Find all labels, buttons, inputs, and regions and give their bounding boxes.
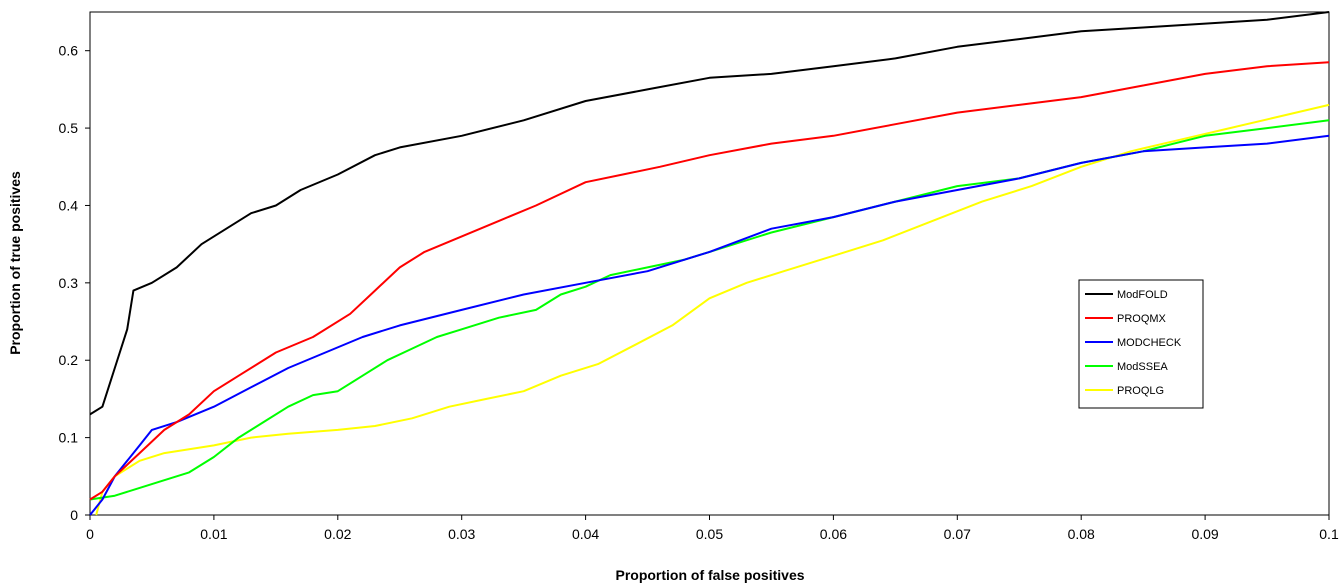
series-layer [89, 11, 1330, 516]
x-tick-label: 0.1 [1319, 526, 1339, 542]
y-tick-label: 0.3 [59, 275, 79, 291]
series-line-modfold [89, 11, 1330, 416]
legend-label-proqmx: PROQMX [1117, 313, 1167, 325]
y-tick-label: 0.2 [59, 352, 79, 368]
series-line-modcheck [89, 134, 1330, 516]
x-tick-label: 0.06 [820, 526, 847, 542]
legend-label-modssea: ModSSEA [1117, 361, 1168, 373]
legend-label-proqlg: PROQLG [1117, 385, 1164, 397]
x-tick-label: 0 [86, 526, 94, 542]
series-line-modssea [89, 119, 1330, 501]
series-line-proqlg [95, 103, 1330, 516]
x-axis-ticks: 0 0.01 0.02 0.03 0.04 0.05 0.06 0.07 0.08 0.09 0.1 [86, 515, 1339, 542]
legend: ModFOLD PROQMX MODCHECK ModSSEA PROQLG [1078, 279, 1204, 409]
x-tick-label: 0.01 [200, 526, 227, 542]
series-line-proqmx [89, 61, 1330, 501]
x-tick-label: 0.03 [448, 526, 475, 542]
y-axis-title: Proportion of true positives [7, 171, 23, 355]
y-tick-label: 0.1 [59, 430, 79, 446]
x-tick-label: 0.08 [1068, 526, 1095, 542]
x-tick-label: 0.07 [944, 526, 971, 542]
x-tick-label: 0.02 [324, 526, 351, 542]
x-axis-title: Proportion of false positives [615, 567, 804, 583]
x-tick-label: 0.04 [572, 526, 599, 542]
y-tick-label: 0 [70, 507, 78, 523]
x-tick-label: 0.05 [696, 526, 723, 542]
legend-label-modfold: ModFOLD [1117, 289, 1168, 301]
y-axis-ticks: 0 0.1 0.2 0.3 0.4 0.5 0.6 [59, 43, 90, 523]
y-tick-label: 0.4 [59, 197, 79, 213]
legend-label-modcheck: MODCHECK [1117, 337, 1182, 349]
y-tick-label: 0.6 [59, 43, 79, 59]
x-tick-label: 0.09 [1191, 526, 1218, 542]
legend-box [1078, 279, 1204, 409]
y-tick-label: 0.5 [59, 120, 79, 136]
